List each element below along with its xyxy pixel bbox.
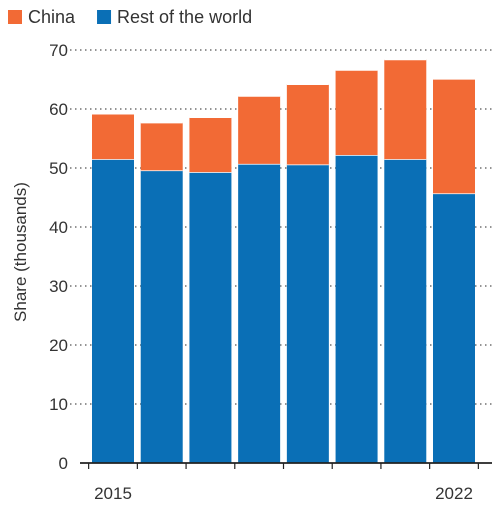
bar-segment: [433, 78, 475, 194]
y-tick-label: 0: [59, 454, 68, 473]
legend: China Rest of the world: [8, 7, 252, 27]
legend-swatch: [97, 10, 112, 24]
bar-segment: [286, 164, 329, 463]
y-axis-title: Share (thousands): [11, 182, 30, 322]
x-axis: 2015 2022: [80, 462, 492, 503]
bars: [92, 58, 475, 464]
y-tick-label: 10: [49, 395, 68, 414]
bar-segment: [335, 70, 378, 156]
x-tick-label: 2015: [94, 484, 132, 503]
bar-segment: [92, 159, 134, 463]
legend-label: Rest of the world: [117, 7, 252, 27]
bar-segment: [286, 84, 329, 165]
legend-label: China: [28, 7, 76, 27]
y-tick-label: 20: [49, 336, 68, 355]
y-tick-label: 40: [49, 218, 68, 237]
bar-stack: [286, 83, 329, 463]
legend-swatch: [8, 10, 22, 24]
bar-segment: [189, 172, 232, 463]
y-axis: 0 10 20 30 40 50 60 70: [49, 41, 68, 473]
bar-segment: [384, 59, 427, 160]
bar-segment: [238, 163, 281, 463]
bar-stack: [384, 58, 427, 463]
y-tick-label: 70: [49, 41, 68, 60]
bar-segment: [433, 193, 475, 463]
bar-stack: [92, 112, 134, 463]
bar-segment: [140, 170, 183, 464]
bar-stack: [140, 121, 183, 464]
bar-stack: [238, 95, 281, 463]
y-tick-label: 30: [49, 277, 68, 296]
bar-segment: [140, 122, 183, 171]
bar-segment: [335, 155, 378, 463]
bar-stack: [335, 69, 378, 463]
bar-stack: [433, 78, 475, 463]
y-tick-label: 60: [49, 100, 68, 119]
y-tick-label: 50: [49, 159, 68, 178]
bar-segment: [189, 117, 232, 173]
gridlines: [70, 49, 492, 405]
bar-segment: [384, 159, 427, 463]
bar-stack: [189, 116, 232, 463]
x-tick-label: 2022: [435, 484, 473, 503]
bar-segment: [92, 113, 134, 160]
bar-segment: [238, 96, 281, 164]
